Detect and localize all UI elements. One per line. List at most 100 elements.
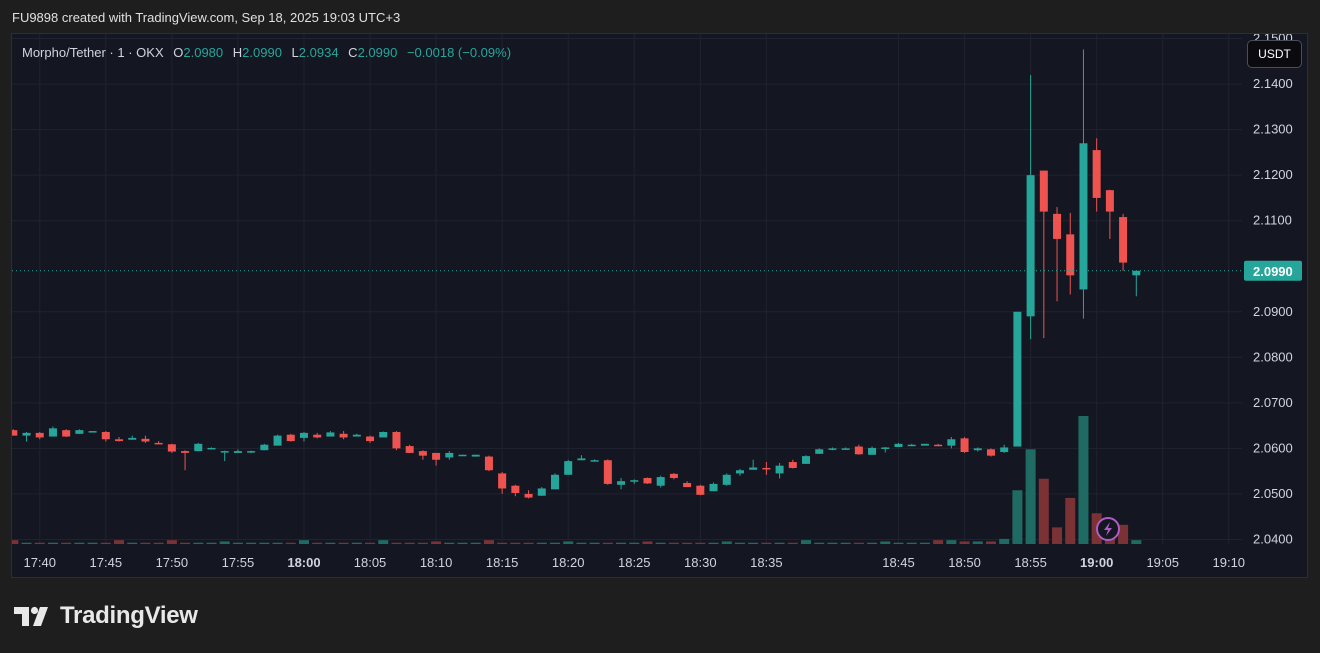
candle-body (788, 462, 797, 468)
volume-bar (114, 540, 125, 544)
candle-body (1092, 150, 1101, 198)
price-tick-label: 2.1300 (1253, 122, 1293, 137)
candle-body (181, 451, 190, 453)
close-label: C (348, 45, 358, 60)
lightning-icon[interactable] (1096, 517, 1120, 541)
volume-bar (483, 540, 494, 544)
candle-body (1119, 217, 1128, 263)
volume-bar (219, 541, 230, 544)
candle-body (630, 480, 639, 482)
symbol-name[interactable]: Morpho/Tether · 1 · OKX (22, 45, 164, 60)
time-tick-label: 18:35 (750, 555, 783, 570)
volume-bar (312, 542, 323, 544)
time-tick-label: 18:30 (684, 555, 717, 570)
candle-body (141, 438, 150, 442)
tradingview-brand[interactable]: TradingView (14, 601, 198, 631)
price-axis[interactable]: 2.1500 2.1400 2.1300 2.1200 2.1100 2.0900 2.08… (1253, 34, 1293, 546)
candle-body (432, 452, 441, 460)
brand-name: TradingView (60, 602, 198, 629)
volume-bar (153, 542, 164, 544)
candle-body (12, 430, 18, 436)
time-tick-label: 17:40 (23, 555, 56, 570)
time-tick-label: 18:15 (486, 555, 519, 570)
volume-bar (365, 542, 376, 544)
candle-body (722, 474, 731, 485)
volume-bar (906, 542, 917, 544)
candle-body (35, 432, 44, 438)
chart-pane[interactable]: 2.0990 2.1500 2.1400 2.1300 2.1200 2.1100 2.0… (11, 33, 1308, 578)
volume-bar (47, 542, 58, 544)
volume-bar (668, 542, 679, 544)
candle-body (194, 443, 203, 452)
candle-body (907, 444, 916, 447)
price-tick-label: 2.1200 (1253, 167, 1293, 182)
volume-bar (61, 542, 72, 544)
volume-bar (21, 542, 32, 544)
candle-body (868, 447, 877, 455)
volume-bar (497, 542, 508, 544)
chart-attribution: FU9898 created with TradingView.com, Sep… (12, 10, 401, 25)
candle-body (683, 482, 692, 488)
candle-body (273, 435, 282, 446)
candle-body (960, 438, 969, 453)
candle-body (617, 481, 626, 485)
volume-bar (867, 542, 878, 544)
currency-button[interactable]: USDT (1247, 40, 1302, 68)
volume-bar (206, 542, 217, 544)
last-price-line: 2.0990 (12, 260, 1302, 281)
candle-body (947, 439, 956, 446)
time-axis[interactable]: 17:40 17:45 17:50 17:55 18:00 18:05 18:10 18:15… (23, 555, 1245, 570)
price-tick-label: 2.1400 (1253, 76, 1293, 91)
volume-bar (193, 542, 204, 544)
volume-bar (695, 542, 706, 544)
volume-bar (100, 542, 111, 544)
volume-bar (814, 542, 825, 544)
candle-body (260, 444, 269, 451)
time-tick-label: 17:45 (90, 555, 123, 570)
volume-bar (378, 540, 389, 544)
candle-body (537, 488, 546, 496)
candle-body (986, 449, 995, 456)
candle-body (1079, 143, 1088, 290)
candle-body (379, 431, 388, 438)
candle-body (828, 448, 837, 450)
volume-bar (682, 542, 693, 544)
volume-bar (470, 542, 481, 544)
volume-bar (959, 541, 970, 544)
candle-body (233, 451, 242, 453)
volume-bar (444, 542, 455, 544)
open-value: 2.0980 (183, 45, 224, 60)
candle-body (854, 446, 863, 455)
volume-bar (972, 541, 983, 544)
volume-bar (761, 542, 772, 544)
volume-bar (180, 542, 191, 544)
candle-body (1053, 213, 1062, 239)
price-tick-label: 2.0500 (1253, 486, 1293, 501)
candle-body (577, 458, 586, 461)
price-tick-label: 2.1500 (1253, 34, 1293, 46)
volume-bar (616, 542, 627, 544)
volume-bar (259, 542, 270, 544)
high-value: 2.0990 (242, 45, 282, 60)
volume-bar (431, 541, 442, 544)
candle-body (1132, 270, 1141, 276)
candle-body (894, 443, 903, 448)
volume-bar (298, 540, 309, 544)
candle-body (22, 432, 31, 436)
volume-bar (774, 542, 785, 544)
volume-bar (1038, 478, 1049, 544)
candle-body (643, 477, 652, 484)
volume-bar (602, 542, 613, 544)
price-tick-label: 2.0800 (1253, 349, 1293, 364)
volume-bar (285, 542, 296, 544)
candle-body (498, 473, 507, 489)
low-value: 2.0934 (298, 45, 339, 60)
candlestick-chart[interactable]: 2.0990 2.1500 2.1400 2.1300 2.1200 2.1100 2.0… (12, 34, 1309, 579)
low-label: L (291, 45, 299, 60)
time-tick-label: 18:50 (948, 555, 981, 570)
volume-bar (417, 542, 428, 544)
symbol-legend: Morpho/Tether · 1 · OKX O2.0980 H2.0990 … (22, 45, 511, 60)
volume-bar (708, 542, 719, 544)
volume-bar (946, 540, 957, 544)
candle-body (405, 446, 414, 453)
